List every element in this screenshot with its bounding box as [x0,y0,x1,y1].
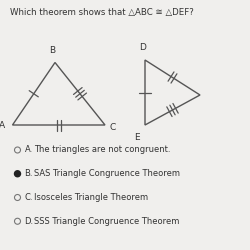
Text: SAS Triangle Congruence Theorem: SAS Triangle Congruence Theorem [34,169,180,178]
Text: B: B [50,46,56,55]
Text: B.: B. [24,169,33,178]
Text: E: E [134,132,140,141]
Text: C: C [110,123,116,132]
Text: Isosceles Triangle Theorem: Isosceles Triangle Theorem [34,193,148,202]
Text: The triangles are not congruent.: The triangles are not congruent. [34,146,171,154]
Text: A: A [0,120,5,130]
Text: D.: D. [24,217,34,226]
Text: D: D [139,44,146,52]
Circle shape [14,171,20,177]
Text: Which theorem shows that △ABC ≅ △DEF?: Which theorem shows that △ABC ≅ △DEF? [10,8,194,16]
Text: SSS Triangle Congruence Theorem: SSS Triangle Congruence Theorem [34,217,180,226]
Text: C.: C. [24,193,33,202]
Text: A.: A. [24,146,33,154]
